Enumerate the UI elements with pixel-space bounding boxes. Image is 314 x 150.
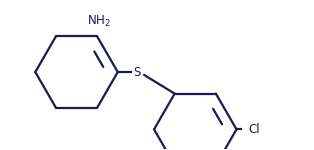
Text: NH$_2$: NH$_2$: [87, 13, 111, 28]
Text: S: S: [134, 66, 141, 79]
Text: Cl: Cl: [248, 123, 260, 136]
